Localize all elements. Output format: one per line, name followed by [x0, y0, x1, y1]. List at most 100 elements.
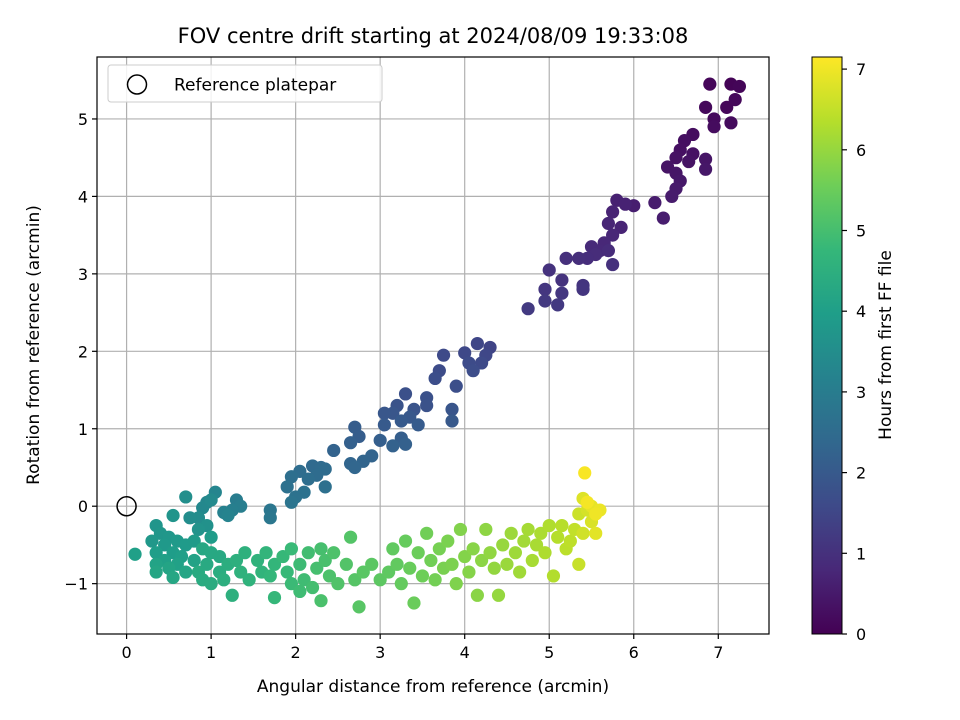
- data-point: [665, 189, 679, 204]
- data-point: [327, 546, 341, 560]
- data-point: [521, 522, 535, 537]
- data-point: [445, 557, 459, 571]
- data-point: [204, 577, 218, 591]
- y-axis-label: Rotation from reference (arcmin): [24, 205, 44, 485]
- data-point: [149, 546, 163, 560]
- data-point: [601, 244, 615, 258]
- data-point: [398, 534, 413, 548]
- data-point: [551, 530, 565, 544]
- data-point: [411, 418, 425, 432]
- data-point: [576, 526, 590, 540]
- plot-frame: [96, 56, 770, 635]
- data-point: [453, 522, 468, 537]
- data-point: [301, 472, 315, 486]
- data-point: [365, 557, 379, 571]
- data-point: [466, 542, 480, 556]
- data-point: [699, 152, 713, 166]
- data-point: [551, 298, 565, 312]
- data-point: [445, 414, 459, 428]
- y-tick-label: 0: [78, 497, 88, 516]
- data-point: [466, 364, 480, 378]
- data-point: [179, 565, 193, 579]
- data-point: [238, 546, 252, 560]
- data-point: [428, 371, 442, 386]
- data-point: [217, 573, 231, 587]
- data-point: [251, 553, 265, 568]
- data-point: [204, 493, 218, 507]
- data-point: [314, 594, 328, 608]
- data-point: [479, 522, 493, 537]
- y-tick-label: −1: [64, 575, 88, 594]
- colorbar-label: Hours from first FF file: [876, 250, 896, 440]
- data-point: [204, 530, 218, 544]
- x-tick-label: 2: [291, 643, 301, 662]
- data-point: [339, 557, 353, 571]
- data-point: [618, 197, 632, 211]
- data-point: [356, 565, 370, 579]
- data-point: [470, 588, 484, 602]
- data-point: [699, 162, 713, 176]
- colorbar-gradient: [811, 56, 843, 635]
- data-point: [656, 211, 670, 225]
- data-point: [327, 443, 341, 458]
- data-point: [445, 402, 459, 416]
- data-point: [580, 495, 594, 509]
- data-point: [196, 501, 210, 515]
- colorbar-tick-label: 6: [856, 141, 866, 160]
- x-axis-ticks: 0 1 2 3 4 5 6 7: [121, 634, 723, 662]
- data-point: [229, 553, 244, 568]
- data-point: [491, 588, 506, 602]
- data-point: [352, 600, 366, 614]
- data-point: [242, 573, 256, 587]
- data-point: [578, 466, 592, 480]
- data-point: [483, 546, 497, 560]
- data-point: [187, 553, 201, 568]
- data-point: [441, 534, 455, 548]
- data-point: [504, 526, 518, 540]
- data-point: [420, 398, 434, 413]
- data-point: [601, 216, 615, 231]
- data-point: [373, 573, 387, 587]
- data-point: [449, 577, 463, 591]
- x-tick-label: 5: [544, 643, 554, 662]
- data-point: [166, 508, 180, 523]
- data-point: [348, 573, 362, 587]
- data-point: [386, 439, 400, 453]
- data-point: [386, 542, 400, 556]
- data-point: [724, 116, 738, 130]
- data-point: [699, 100, 713, 114]
- data-point: [373, 433, 387, 447]
- data-point: [284, 470, 299, 484]
- scatter-points: [128, 77, 747, 614]
- data-point: [432, 542, 446, 556]
- data-point: [534, 526, 548, 540]
- y-tick-label: 4: [78, 187, 88, 206]
- data-point: [280, 565, 294, 579]
- data-point: [589, 507, 603, 521]
- data-point: [529, 538, 544, 552]
- data-point: [732, 79, 747, 94]
- data-point: [343, 530, 358, 544]
- data-point: [149, 565, 163, 579]
- data-point: [606, 205, 620, 219]
- data-point: [398, 387, 413, 401]
- data-point: [382, 565, 396, 579]
- y-axis-ticks: −1 0 1 2 3 4 5: [64, 110, 97, 594]
- data-point: [555, 518, 569, 533]
- data-point: [470, 336, 484, 351]
- data-point: [458, 549, 472, 564]
- data-point: [284, 542, 299, 556]
- data-point: [475, 553, 489, 568]
- data-point: [462, 565, 476, 579]
- data-point: [538, 282, 552, 296]
- data-point: [293, 584, 307, 599]
- data-point: [145, 534, 159, 548]
- data-point: [415, 569, 430, 583]
- data-point: [267, 557, 282, 571]
- legend: Reference platepar: [107, 64, 383, 103]
- data-point: [301, 546, 315, 560]
- data-point: [263, 511, 277, 525]
- data-point: [390, 557, 404, 571]
- data-point: [348, 460, 362, 475]
- data-point: [276, 549, 290, 564]
